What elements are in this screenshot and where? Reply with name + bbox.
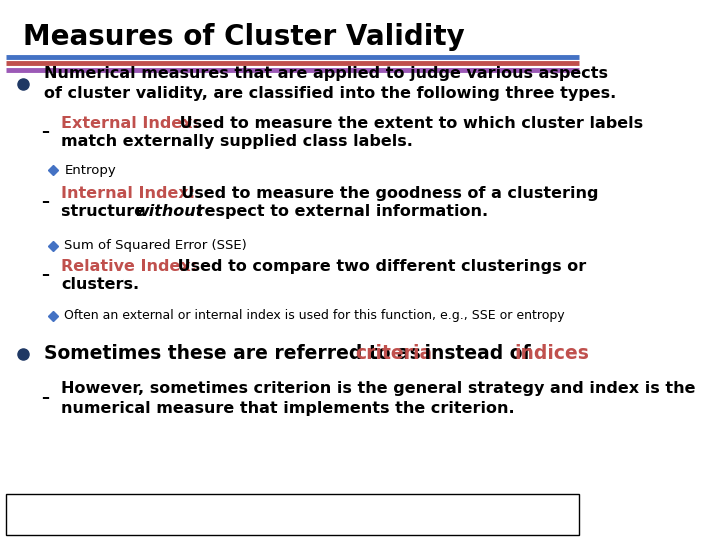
Text: 4/18/2004: 4/18/2004 xyxy=(348,508,412,521)
Text: indices: indices xyxy=(515,344,590,363)
FancyBboxPatch shape xyxy=(6,494,579,535)
Text: Used to measure the goodness of a clustering: Used to measure the goodness of a cluste… xyxy=(171,186,599,201)
Text: criteria: criteria xyxy=(355,344,432,363)
Text: without: without xyxy=(135,204,204,219)
Text: Often an external or internal index is used for this function, e.g., SSE or entr: Often an external or internal index is u… xyxy=(64,309,565,322)
Text: External Index:: External Index: xyxy=(61,116,199,131)
Text: Used to compare two different clusterings or: Used to compare two different clustering… xyxy=(172,259,586,274)
Text: –: – xyxy=(41,390,49,405)
Text: Entropy: Entropy xyxy=(64,164,116,177)
Text: Introduction to Data Mining: Introduction to Data Mining xyxy=(90,508,261,521)
Text: Internal Index:: Internal Index: xyxy=(61,186,196,201)
Text: Relative Index:: Relative Index: xyxy=(61,259,197,274)
Text: Sometimes these are referred to as: Sometimes these are referred to as xyxy=(44,344,427,363)
Text: Used to measure the extent to which cluster labels: Used to measure the extent to which clus… xyxy=(174,116,643,131)
Text: respect to external information.: respect to external information. xyxy=(191,204,487,219)
Text: –: – xyxy=(41,194,49,209)
Text: Numerical measures that are applied to judge various aspects
of cluster validity: Numerical measures that are applied to j… xyxy=(44,66,616,101)
Text: match externally supplied class labels.: match externally supplied class labels. xyxy=(61,134,413,148)
Text: However, sometimes criterion is the general strategy and index is the
numerical : However, sometimes criterion is the gene… xyxy=(61,381,696,416)
Text: Measures of Cluster Validity: Measures of Cluster Validity xyxy=(23,23,465,51)
Text: –: – xyxy=(41,124,49,139)
Text: instead of: instead of xyxy=(418,344,537,363)
Text: structure: structure xyxy=(61,204,151,219)
Text: clusters.: clusters. xyxy=(61,277,140,292)
Text: Sum of Squared Error (SSE): Sum of Squared Error (SSE) xyxy=(64,239,247,252)
Text: 77: 77 xyxy=(536,508,552,521)
Text: –: – xyxy=(41,267,49,282)
